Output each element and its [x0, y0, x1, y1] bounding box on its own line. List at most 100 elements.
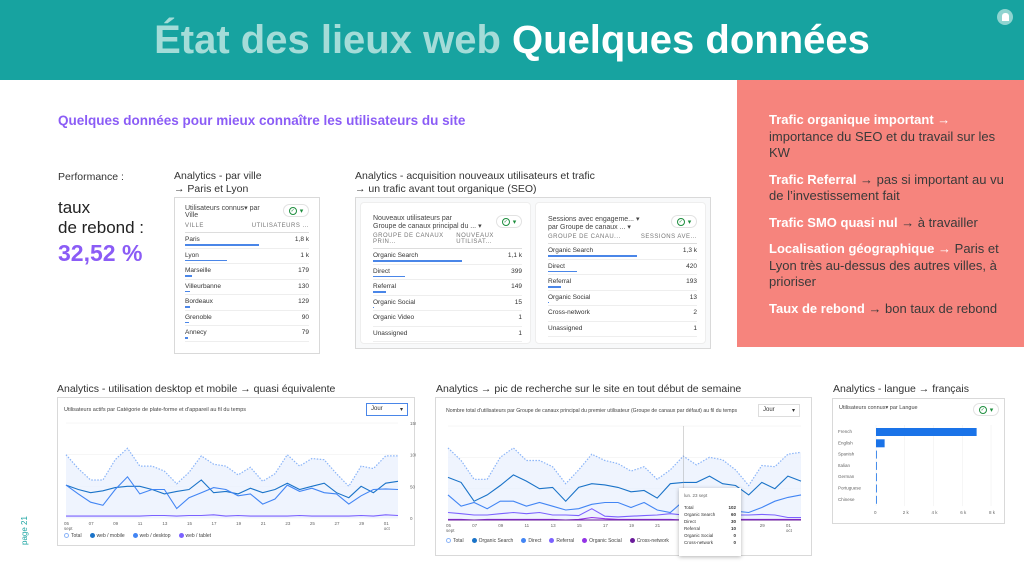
table-row[interactable]: Grenoble 90 [185, 311, 309, 326]
card-title[interactable]: Sessions avec engageme... ▾ par Groupe de… [548, 215, 639, 231]
acq-card: Sessions avec engageme... ▾ par Groupe de… [535, 202, 706, 344]
table-row[interactable]: Cross-network 2 [548, 306, 697, 322]
bar-italian[interactable] [876, 461, 877, 470]
table-row[interactable]: Lyon 1 k [185, 249, 309, 264]
series-line-referral[interactable] [447, 508, 801, 519]
table-row[interactable]: Direct 399 [373, 265, 522, 280]
table-row[interactable]: Referral 193 [548, 275, 697, 291]
series-line-web-desktop[interactable] [65, 475, 399, 510]
legend-item[interactable]: web / tablet [178, 533, 211, 539]
channel-value: 2 [693, 309, 697, 316]
channel-value: 1,3 k [682, 247, 697, 254]
table-row[interactable]: Villeurbanne 130 [185, 280, 309, 295]
series-line-web-tablet[interactable] [66, 514, 399, 517]
tooltip-value: 30 [730, 519, 736, 524]
channel-name: Organic Video [373, 314, 415, 321]
slide-title: État des lieux web Quelques données [0, 18, 1024, 63]
legend-swatch [64, 533, 69, 539]
table-row[interactable]: Referral 149 [373, 280, 522, 296]
legend-item[interactable]: Cross-network [629, 538, 669, 544]
channel-name: Referral [548, 278, 572, 285]
value-bar [548, 255, 638, 257]
table-row[interactable]: Marseille 179 [185, 264, 309, 280]
bar-portuguese[interactable] [876, 484, 877, 493]
city-name: Grenoble [185, 313, 212, 321]
value-bar [373, 291, 386, 293]
table-row[interactable]: Annecy 79 [185, 326, 309, 342]
x-tick-label: 09 [498, 523, 504, 528]
legend-item[interactable]: web / desktop [132, 533, 171, 539]
metric-line2: de rebond : [58, 218, 145, 237]
bar-french[interactable] [876, 428, 977, 436]
x-tick-label: 15 [187, 521, 193, 526]
tooltip: lun. 23 sept Total 102 Organic Search 60 Dire… [679, 488, 741, 556]
legend-item[interactable]: web / mobile [89, 533, 125, 539]
legend-item[interactable]: Total [64, 533, 82, 539]
tooltip-row: Referral 10 [684, 525, 736, 532]
table-row[interactable]: Direct 420 [548, 260, 697, 275]
bar-plot: 0 2 k 4 k 6 k 8 k French English Spanish Italian… [838, 425, 996, 515]
title-line: Groupe de canaux principal du ... ▾ [373, 223, 482, 230]
legend-swatch [132, 533, 138, 539]
insight-text: Paris et Lyon très au-dessus des autres … [769, 241, 999, 289]
x-tick-label: 17 [212, 521, 218, 526]
table-row[interactable]: Paris 1,8 k [185, 233, 309, 249]
x-tick-label: 15 [577, 523, 583, 528]
table-row[interactable]: Unassigned 1 [373, 327, 522, 342]
legend-item[interactable]: Organic Social [582, 538, 622, 544]
home-icon[interactable] [997, 9, 1013, 25]
city-value: 1,8 k [294, 236, 309, 243]
legend-swatch [446, 538, 451, 544]
table-row[interactable]: Organic Social 13 [548, 291, 697, 306]
table-row[interactable]: Bordeaux 129 [185, 295, 309, 311]
bar-english[interactable] [876, 439, 885, 448]
series-line-organic-search[interactable] [447, 474, 802, 503]
compare-toggle[interactable]: ✓ ▾ [671, 215, 697, 228]
tooltip-label: Cross-network [684, 540, 714, 545]
header-bar [0, 0, 1024, 80]
series-line-total[interactable] [447, 447, 802, 487]
period-dropdown[interactable]: Jour ▾ [366, 403, 408, 416]
table-row[interactable]: Organic Social 15 [373, 296, 522, 311]
series-line-direct[interactable] [447, 494, 802, 514]
table-row[interactable]: Organic Search 1,3 k [548, 244, 697, 260]
channel-value: 420 [686, 262, 697, 270]
channel-name: Organic Social [548, 293, 591, 301]
legend-item[interactable]: Total [446, 538, 464, 544]
value-bar [185, 244, 260, 246]
channel-value: 1 [518, 329, 522, 337]
table-header: VILLE UTILISATEURS ... [185, 223, 309, 233]
subtitle: Quelques données pour mieux connaître le… [58, 113, 466, 128]
line-plot: 0 50 100 150 05 07 09 11 13 15 17 19 21 23 25 27 29 01 sep… [64, 421, 416, 531]
channel-name: Referral [373, 283, 397, 290]
legend-label: web / mobile [96, 533, 125, 539]
col-header: UTILISATEURS ... [251, 223, 309, 229]
city-value: 130 [298, 282, 309, 290]
table-row[interactable]: Organic Video 1 [373, 311, 522, 327]
bar-german[interactable] [876, 473, 877, 482]
bar-chinese[interactable] [876, 495, 877, 504]
series-line-total[interactable] [65, 447, 398, 488]
table-row[interactable]: Organic Search 1,1 k [373, 249, 522, 265]
compare-toggle[interactable]: ✓ ▾ [283, 204, 309, 217]
insight-text: → à travailler [897, 214, 978, 230]
bar-spanish[interactable] [876, 450, 877, 459]
city-rows: Paris 1,8 k Lyon 1 k Marseille 179 Villeurbann… [185, 233, 309, 342]
legend-item[interactable]: Direct [521, 538, 541, 544]
compare-toggle[interactable]: ✓ ▾ [496, 215, 522, 228]
channel-name: Direct [548, 262, 565, 270]
y-tick-label: 150 [410, 421, 416, 426]
series-line-organic-social[interactable] [448, 516, 801, 521]
channel-value: 1,1 k [507, 252, 522, 259]
chart-title: Nombre total d'utilisateurs par Groupe d… [446, 408, 738, 414]
insight-heading: Trafic organique important → [769, 112, 951, 127]
legend-item[interactable]: Referral [549, 538, 574, 544]
legend-item[interactable]: Organic Search [471, 538, 513, 544]
card-title[interactable]: Nouveaux utilisateurs par Groupe de canau… [373, 215, 482, 230]
table-row[interactable]: Unassigned 1 [548, 322, 697, 337]
x-tick-label: 05 [446, 523, 452, 528]
title-line: Utilisateurs connus▾ par [185, 205, 260, 212]
compare-toggle[interactable]: ✓ ▾ [973, 403, 999, 416]
insight-text: importance du SEO et du travail sur les … [769, 128, 996, 161]
period-dropdown[interactable]: Jour ▾ [758, 404, 800, 417]
